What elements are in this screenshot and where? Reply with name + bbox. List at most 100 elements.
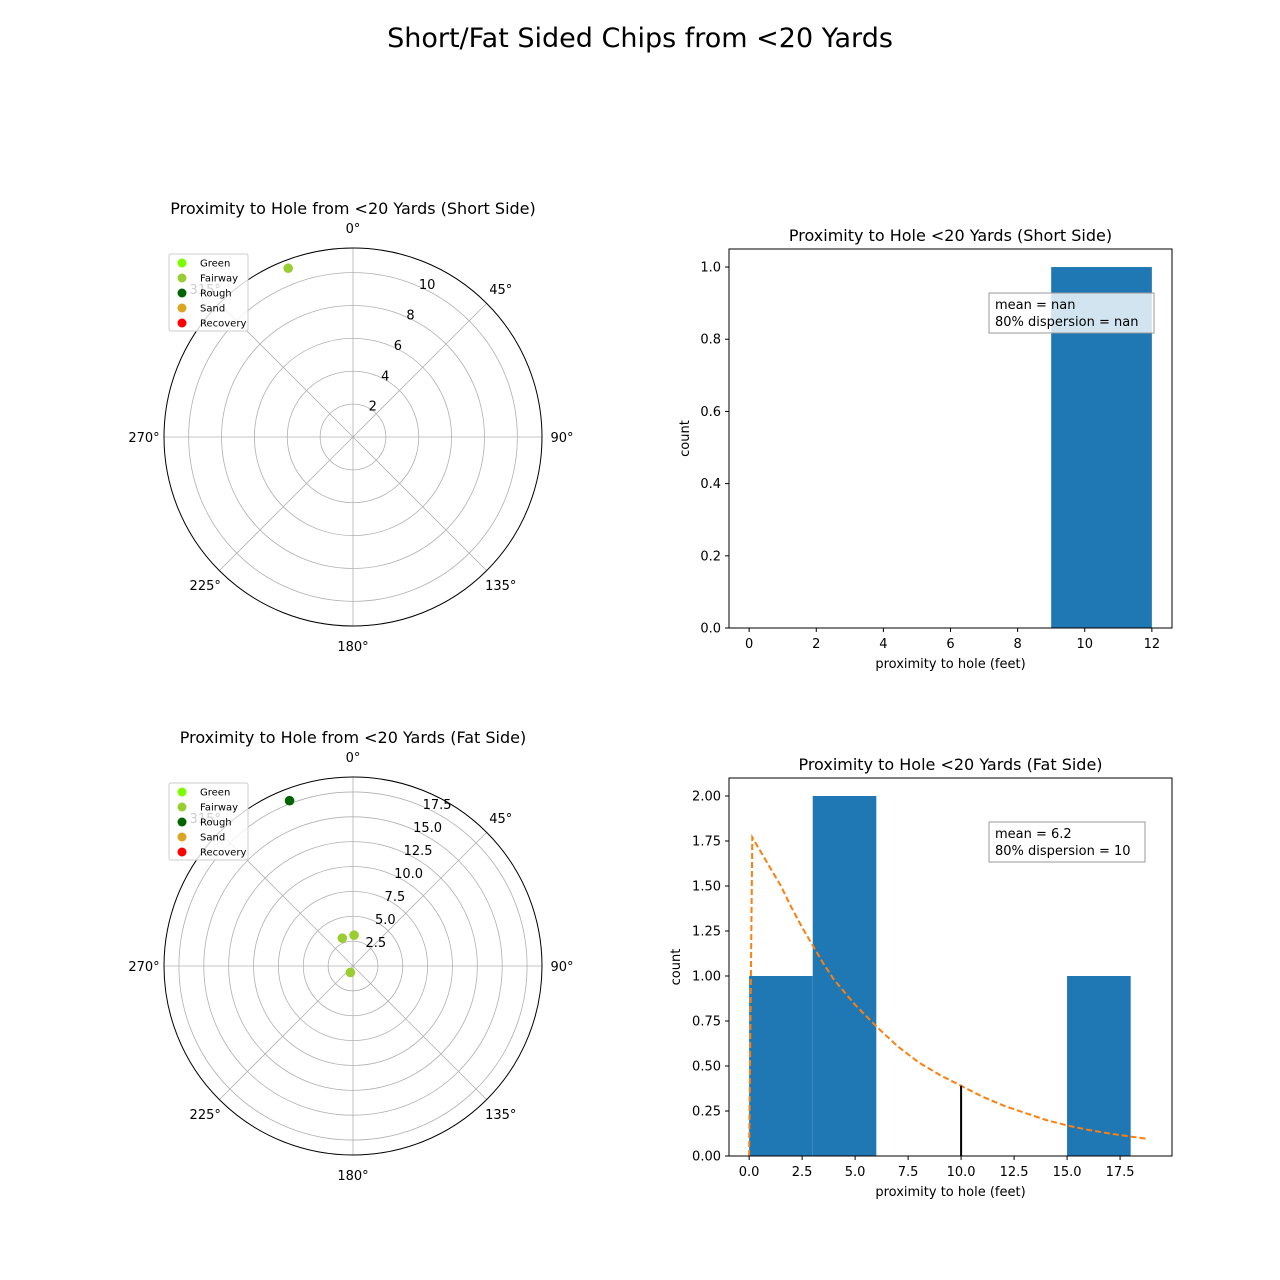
angular-gridline	[219, 965, 354, 1100]
legend-marker	[177, 318, 187, 328]
angular-gridline	[352, 436, 487, 571]
histogram-title: Proximity to Hole <20 Yards (Short Side)	[789, 226, 1112, 245]
angular-gridline	[219, 436, 354, 571]
legend-box	[168, 253, 249, 332]
stats-annotation-line: mean = 6.2	[995, 827, 1072, 842]
radial-gridline	[302, 915, 404, 1017]
y-tick-label: 0.50	[692, 1060, 721, 1075]
scatter-point-fairway	[349, 930, 359, 940]
theta-tick-label: 270°	[128, 431, 159, 446]
scatter-point-fairway	[345, 967, 356, 978]
theta-tick-label: 45°	[489, 283, 512, 298]
radial-tick-label: 4	[381, 369, 389, 384]
legend-marker	[177, 303, 187, 313]
x-tick-label: 5.0	[845, 1165, 866, 1180]
radial-tick-label: 7.5	[385, 890, 406, 905]
x-axis-label: proximity to hole (feet)	[875, 657, 1025, 672]
radial-gridline	[253, 866, 453, 1066]
stats-annotation-line: mean = nan	[995, 298, 1075, 313]
theta-tick-label: 45°	[489, 812, 512, 827]
y-tick-label: 1.50	[692, 880, 721, 895]
axes-frame	[728, 777, 1173, 1157]
radial-gridline	[221, 305, 485, 569]
y-tick-label: 1.0	[700, 261, 721, 276]
x-tick-label: 10.0	[947, 1165, 976, 1180]
polar-title: Proximity to Hole from <20 Yards (Short …	[170, 199, 536, 218]
histogram-bar	[812, 796, 877, 1156]
x-tick-label: 2.5	[792, 1165, 813, 1180]
y-tick-label: 0.75	[692, 1015, 721, 1030]
radial-gridline	[327, 940, 379, 992]
legend-label: Fairway	[200, 274, 238, 285]
x-tick-label: 17.5	[1106, 1165, 1135, 1180]
legend-box	[168, 782, 249, 861]
radial-gridline	[178, 791, 528, 1141]
radial-gridline	[203, 816, 503, 1116]
theta-tick-label: 225°	[190, 1108, 221, 1123]
legend-label: Fairway	[200, 803, 238, 814]
y-tick-label: 1.25	[692, 925, 721, 940]
legend-label: Recovery	[200, 848, 246, 859]
x-tick-label: 10	[1076, 637, 1093, 652]
histogram-title: Proximity to Hole <20 Yards (Fat Side)	[798, 755, 1102, 774]
histogram-bar	[749, 976, 813, 1156]
x-tick-label: 4	[879, 637, 887, 652]
stats-annotation-box	[988, 292, 1155, 334]
scatter-point-rough	[284, 795, 295, 806]
y-axis-label: count	[669, 949, 684, 986]
legend-label: Rough	[200, 289, 232, 300]
radial-gridline	[188, 272, 518, 602]
legend-label: Green	[200, 788, 230, 799]
legend-marker	[177, 802, 187, 812]
stats-annotation-line: 80% dispersion = 10	[995, 844, 1131, 859]
x-tick-label: 12	[1144, 637, 1161, 652]
polar-title: Proximity to Hole from <20 Yards (Fat Si…	[180, 728, 526, 747]
polar-chart-short-side: Proximity to Hole from <20 Yards (Short …	[128, 199, 573, 655]
radial-tick-label: 10.0	[394, 867, 423, 882]
polar-frame	[163, 247, 543, 627]
histogram-bar	[1067, 976, 1131, 1156]
polar-frame	[163, 776, 543, 1156]
legend-marker	[177, 273, 187, 283]
radial-gridline	[228, 841, 478, 1091]
angular-gridline	[352, 832, 487, 967]
x-tick-label: 8	[1013, 637, 1021, 652]
legend-label: Sand	[200, 304, 225, 315]
theta-tick-label: 0°	[346, 222, 361, 237]
legend-label: Green	[200, 259, 230, 270]
legend-marker	[177, 817, 187, 827]
x-tick-label: 2	[812, 637, 820, 652]
legend-label: Sand	[200, 833, 225, 844]
legend-label: Recovery	[200, 319, 246, 330]
theta-tick-label: 180°	[337, 1169, 368, 1184]
legend-label: Rough	[200, 818, 232, 829]
y-axis-label: count	[678, 420, 693, 457]
angular-gridline	[352, 965, 487, 1100]
polar-chart-fat-side: Proximity to Hole from <20 Yards (Fat Si…	[128, 728, 573, 1184]
scatter-point-fairway	[283, 263, 294, 274]
theta-tick-label: 225°	[190, 579, 221, 594]
theta-tick-label: 90°	[550, 431, 573, 446]
x-tick-label: 6	[946, 637, 954, 652]
theta-tick-label: 0°	[346, 751, 361, 766]
theta-tick-label: 270°	[128, 960, 159, 975]
radial-tick-label: 15.0	[413, 821, 442, 836]
radial-tick-label: 10	[419, 278, 436, 293]
y-tick-label: 0.00	[692, 1150, 721, 1165]
theta-tick-label: 135°	[485, 1108, 516, 1123]
radial-gridline	[286, 370, 420, 504]
theta-tick-label: 90°	[550, 960, 573, 975]
y-tick-label: 1.75	[692, 835, 721, 850]
radial-tick-label: 8	[406, 309, 414, 324]
stats-annotation-box	[988, 821, 1146, 863]
theta-tick-label: 135°	[485, 579, 516, 594]
y-tick-label: 2.00	[692, 790, 721, 805]
radial-gridline	[253, 337, 453, 537]
radial-tick-label: 2	[369, 400, 377, 415]
radial-tick-label: 5.0	[375, 913, 396, 928]
angular-gridline	[352, 303, 487, 438]
x-axis-label: proximity to hole (feet)	[875, 1185, 1025, 1200]
y-tick-label: 0.2	[700, 549, 721, 564]
figure-title: Short/Fat Sided Chips from <20 Yards	[387, 23, 893, 54]
